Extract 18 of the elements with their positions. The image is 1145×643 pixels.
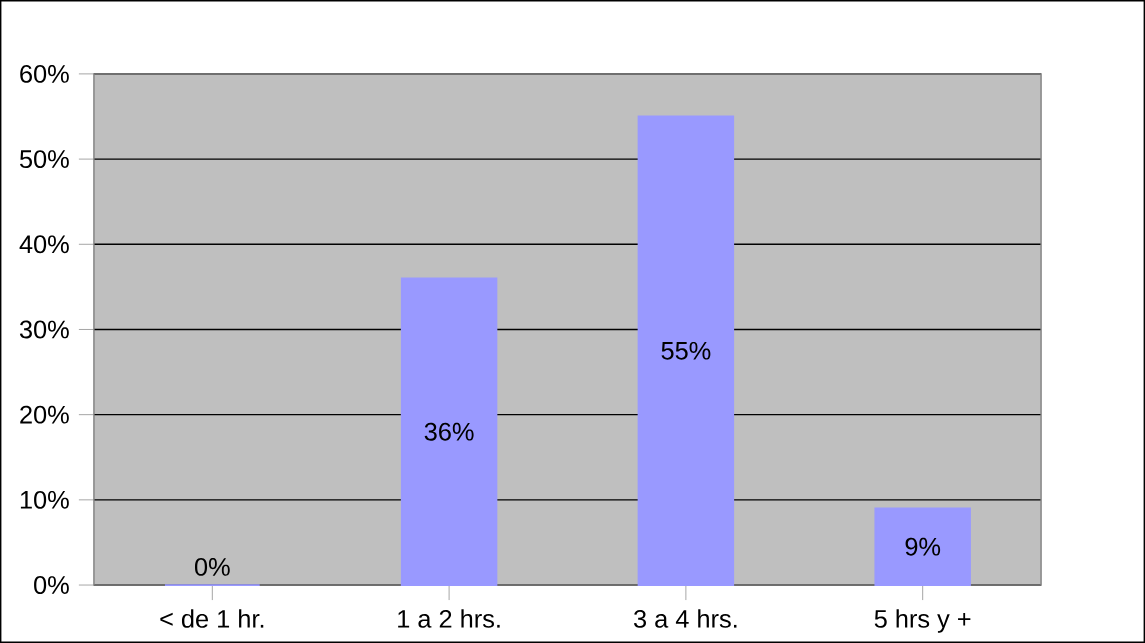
data-label: 9% bbox=[905, 537, 941, 556]
y-tick-label: 50% bbox=[19, 150, 69, 169]
bar bbox=[637, 115, 735, 586]
data-label: 36% bbox=[424, 422, 474, 441]
y-tick-label: 10% bbox=[20, 490, 69, 509]
y-tick-label: 20% bbox=[20, 405, 69, 424]
bar bbox=[400, 277, 498, 586]
y-tick-label: 40% bbox=[19, 235, 69, 254]
bar bbox=[874, 507, 971, 586]
y-tick-label: 0% bbox=[34, 576, 69, 595]
data-label: 55% bbox=[661, 341, 711, 360]
x-tick-label: < de 1 hr. bbox=[160, 609, 264, 628]
x-tick-label: 1 a 2 hrs. bbox=[398, 609, 500, 628]
y-tick-label: 30% bbox=[19, 320, 69, 339]
x-tick-label: 5 hrs y + bbox=[874, 609, 971, 633]
y-tick-label: 60% bbox=[20, 65, 69, 83]
x-tick-label: 3 a 4 hrs. bbox=[633, 609, 737, 628]
data-label: 0% bbox=[194, 558, 230, 576]
